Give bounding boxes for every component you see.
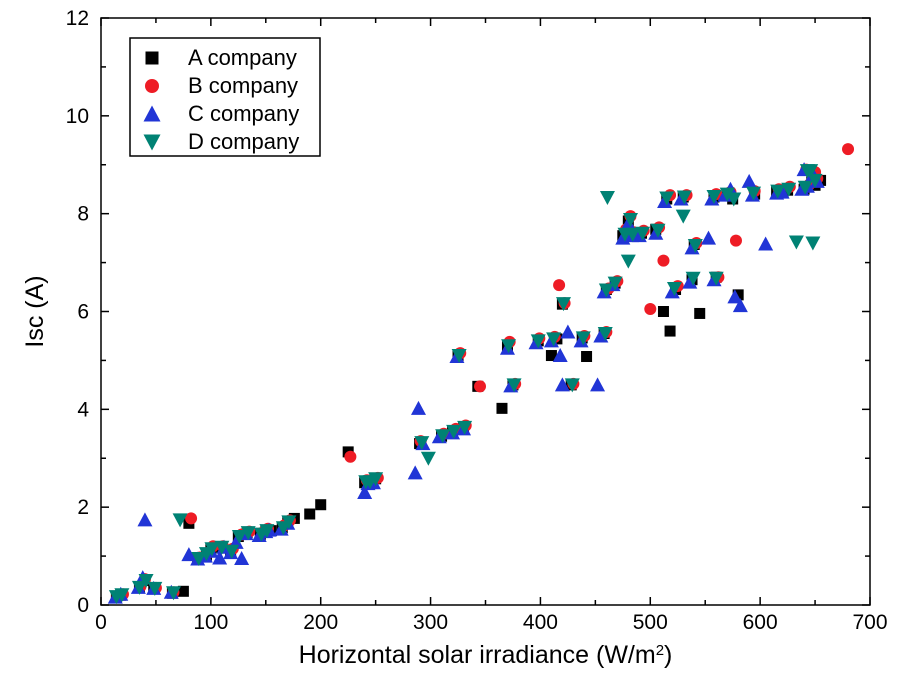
y-axis-label: Isc (A) <box>21 275 49 347</box>
x-tick-label: 500 <box>633 611 668 634</box>
legend-label-A: A company <box>188 45 297 70</box>
x-tick-label: 400 <box>523 611 558 634</box>
y-tick-label: 6 <box>77 301 89 324</box>
legend-label-D: D company <box>188 129 299 154</box>
x-tick-label: 200 <box>303 611 338 634</box>
legend-label-B: B company <box>188 73 298 98</box>
y-tick-label: 12 <box>66 7 89 30</box>
x-tick-label: 100 <box>193 611 228 634</box>
y-tick-label: 4 <box>77 398 89 421</box>
x-tick-label: 300 <box>413 611 448 634</box>
y-tick-label: 2 <box>77 496 89 519</box>
x-tick-label: 700 <box>852 611 887 634</box>
y-tick-label: 0 <box>77 594 89 617</box>
x-tick-label: 0 <box>95 611 107 634</box>
y-tick-label: 10 <box>66 105 89 128</box>
legend-label-C: C company <box>188 101 299 126</box>
y-tick-label: 8 <box>77 203 89 226</box>
x-tick-label: 600 <box>743 611 778 634</box>
x-axis-label: Horizontal solar irradiance (W/m2) <box>299 641 673 669</box>
scatter-chart: 0 100 200 300 400 500 600 700 0 2 4 6 8 10 12 Horizonta… <box>0 0 903 687</box>
chart-svg: 0 100 200 300 400 500 600 700 0 2 4 6 8 10 12 Horizonta… <box>0 0 903 687</box>
